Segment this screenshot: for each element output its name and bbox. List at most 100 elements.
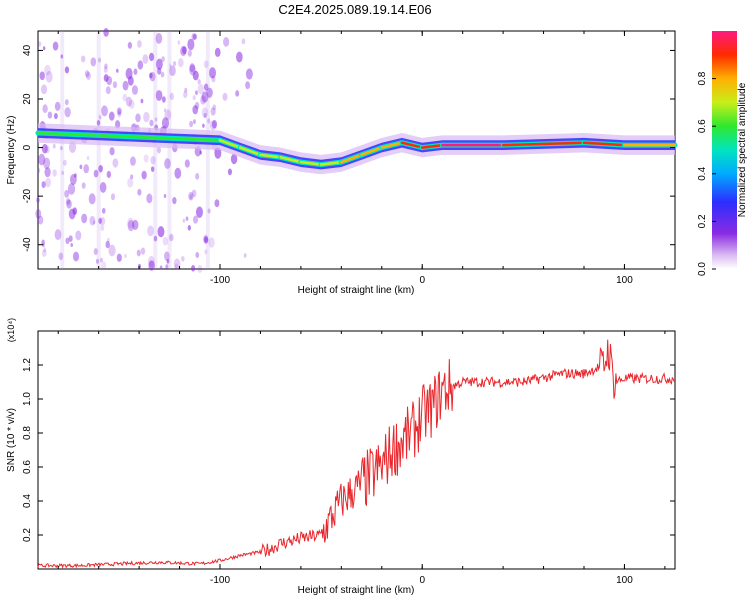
noise-streak <box>153 31 158 269</box>
noise-speck <box>92 220 96 225</box>
noise-speck <box>45 177 51 188</box>
noise-speck <box>86 156 90 161</box>
spectrogram-ridge <box>35 123 678 175</box>
noise-speck <box>172 60 177 67</box>
noise-speck <box>137 40 142 48</box>
noise-speck <box>106 75 113 86</box>
noise-speck <box>127 177 134 188</box>
noise-speck <box>169 65 176 77</box>
noise-speck <box>143 154 149 163</box>
noise-speck <box>75 230 82 241</box>
noise-speck <box>130 174 134 180</box>
noise-speck <box>68 208 76 220</box>
noise-speck <box>44 167 51 178</box>
noise-speck <box>210 107 216 116</box>
noise-speck <box>128 99 135 109</box>
noise-speck <box>163 251 170 261</box>
noise-speck <box>64 189 70 198</box>
noise-speck <box>62 159 67 166</box>
noise-speck <box>42 104 48 114</box>
ridge-segment <box>400 141 424 149</box>
noise-speck <box>131 85 138 95</box>
noise-speck <box>211 119 218 129</box>
noise-speck <box>169 92 174 101</box>
ridge-segment <box>279 156 303 164</box>
x-tick-label: -100 <box>210 275 230 286</box>
noise-speck <box>79 164 83 170</box>
noise-speck <box>54 229 62 241</box>
noise-speck <box>148 260 155 271</box>
ridge-segment <box>360 146 384 157</box>
noise-speck <box>191 189 197 198</box>
noise-speck <box>101 207 106 214</box>
noise-speck <box>44 64 51 76</box>
noise-speck <box>103 74 109 82</box>
noise-speck <box>223 36 230 47</box>
noise-speck <box>207 208 211 214</box>
noise-speck <box>168 233 174 242</box>
noise-speck <box>164 109 172 121</box>
colorbar-tick-label: 0.4 <box>697 166 708 180</box>
colorbar-tick-label: 0.6 <box>697 119 708 133</box>
noise-speck <box>95 258 100 264</box>
noise-speck <box>212 104 217 111</box>
ridge-segment <box>97 134 161 140</box>
y-tick-label: 20 <box>22 93 33 105</box>
noise-speck <box>100 257 103 263</box>
noise-speck <box>86 72 91 80</box>
x-tick-label: 100 <box>616 575 633 586</box>
noise-speck <box>39 71 45 81</box>
noise-speck <box>54 113 58 120</box>
noise-speck <box>90 57 97 67</box>
noise-speck <box>208 237 215 248</box>
noise-speck <box>241 38 246 45</box>
noise-speck <box>187 38 195 51</box>
noise-speck <box>160 71 165 78</box>
noise-speck <box>189 120 194 128</box>
noise-speck <box>35 209 42 219</box>
noise-speck <box>184 159 190 168</box>
noise-speck <box>137 188 142 196</box>
noise-speck <box>81 55 86 63</box>
noise-speck <box>191 264 196 272</box>
noise-speck <box>52 169 57 177</box>
spectrogram-y-axis-label: Frequency (Hz) <box>6 116 17 185</box>
noise-streak <box>205 31 210 269</box>
y-tick-label: 0.2 <box>22 528 33 542</box>
noise-speck <box>103 66 108 73</box>
noise-speck <box>106 170 112 179</box>
y-tick-label: 0.6 <box>22 460 33 474</box>
y-tick-label: -20 <box>22 188 33 203</box>
noise-speck <box>118 109 121 115</box>
noise-speck <box>109 147 115 156</box>
noise-speck <box>201 107 209 118</box>
noise-speck <box>88 193 96 205</box>
noise-speck <box>195 252 200 259</box>
noise-speck <box>105 240 110 249</box>
noise-speck <box>187 49 192 57</box>
spectrogram-x-axis-label: Height of straight line (km) <box>298 285 415 296</box>
noise-speck <box>83 164 90 174</box>
noise-speck <box>202 123 205 128</box>
x-tick-label: -100 <box>210 575 230 586</box>
figure-title: C2E4.2025.089.19.14.E06 <box>278 2 431 17</box>
ridge-segment <box>36 131 100 137</box>
noise-speck <box>197 78 201 85</box>
noise-speck <box>184 87 188 93</box>
noise-speck <box>105 86 111 95</box>
noise-speck <box>161 56 165 62</box>
noise-speck <box>243 253 247 258</box>
noise-speck <box>58 252 64 261</box>
noise-speck <box>188 191 194 201</box>
noise-speck <box>183 91 188 99</box>
ridge-segment <box>259 153 282 159</box>
noise-speck <box>192 215 199 224</box>
ridge-segment <box>582 141 626 147</box>
noise-speck <box>177 58 184 68</box>
colorbar-tick-label: 0.0 <box>697 262 708 276</box>
noise-speck <box>64 107 71 118</box>
noise-speck <box>132 219 139 230</box>
noise-speck <box>156 146 161 154</box>
y-tick-label: 40 <box>22 44 33 56</box>
noise-speck <box>195 90 198 96</box>
